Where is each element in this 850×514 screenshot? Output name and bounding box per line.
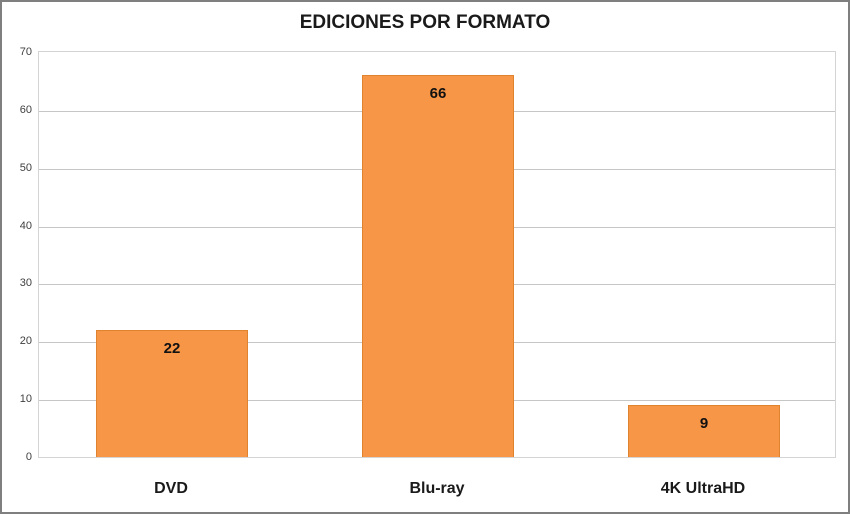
plot-area: 22 66 9 [38,51,836,458]
y-axis-tick-60: 60 [19,103,32,116]
y-axis-tick-40: 40 [19,219,32,232]
x-axis-label-dvd: DVD [154,480,188,497]
y-axis-tick-70: 70 [19,46,32,58]
bar-dvd: 22 [96,330,248,457]
bar-blu-ray: 66 [362,75,514,457]
y-axis-tick-10: 10 [19,393,32,406]
y-axis-tick-0: 0 [25,451,32,463]
x-axis-label-4k-ultrahd: 4K UltraHD [660,480,746,497]
bar-value-label-blu-ray: 66 [429,85,447,102]
y-axis-tick-50: 50 [19,161,32,174]
bar-value-label-dvd: 22 [163,340,181,357]
bar-4k-ultrahd: 9 [628,405,780,457]
x-axis-label-blu-ray: Blu-ray [409,480,465,497]
y-axis-tick-30: 30 [19,277,32,290]
bar-value-label-4k-ultrahd: 9 [699,415,709,432]
chart-title: EDICIONES POR FORMATO [299,12,551,33]
y-axis-tick-20: 20 [19,335,32,348]
